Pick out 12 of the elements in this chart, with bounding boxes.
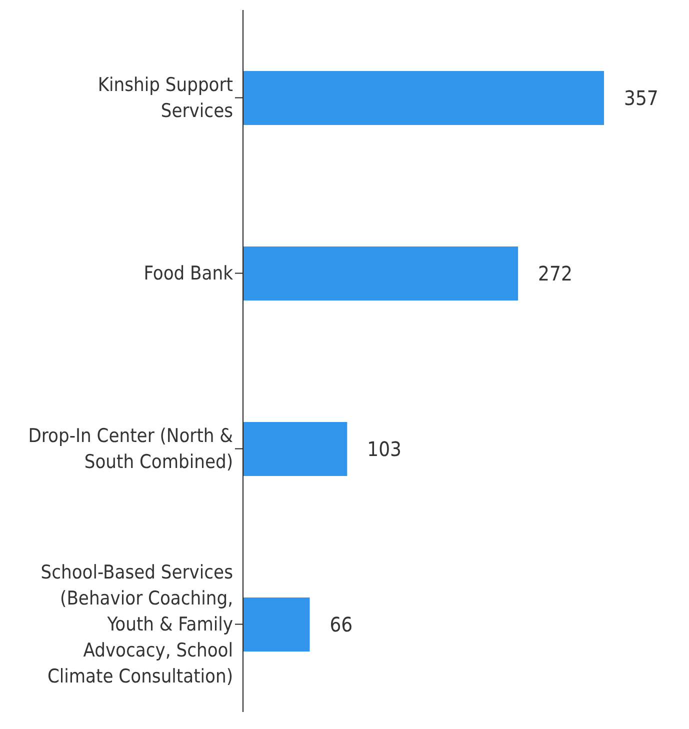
data-label: 103: [367, 437, 402, 462]
y-tick-label: School-Based Services (Behavior Coaching, Youth & Family Advocacy, School Climate Consultation): [40, 561, 234, 688]
data-label: 272: [538, 262, 572, 286]
y-tick-label: Drop-In Center (North & South Combined): [28, 424, 233, 473]
y-tick-label: Kinship Support Services: [98, 74, 234, 122]
bar: [243, 598, 310, 652]
bar: [243, 422, 348, 476]
bar: [243, 71, 604, 125]
y-tick-label: Food Bank: [144, 262, 234, 284]
data-label: 357: [624, 86, 658, 110]
bar: [243, 246, 518, 300]
data-label: 66: [330, 612, 353, 637]
